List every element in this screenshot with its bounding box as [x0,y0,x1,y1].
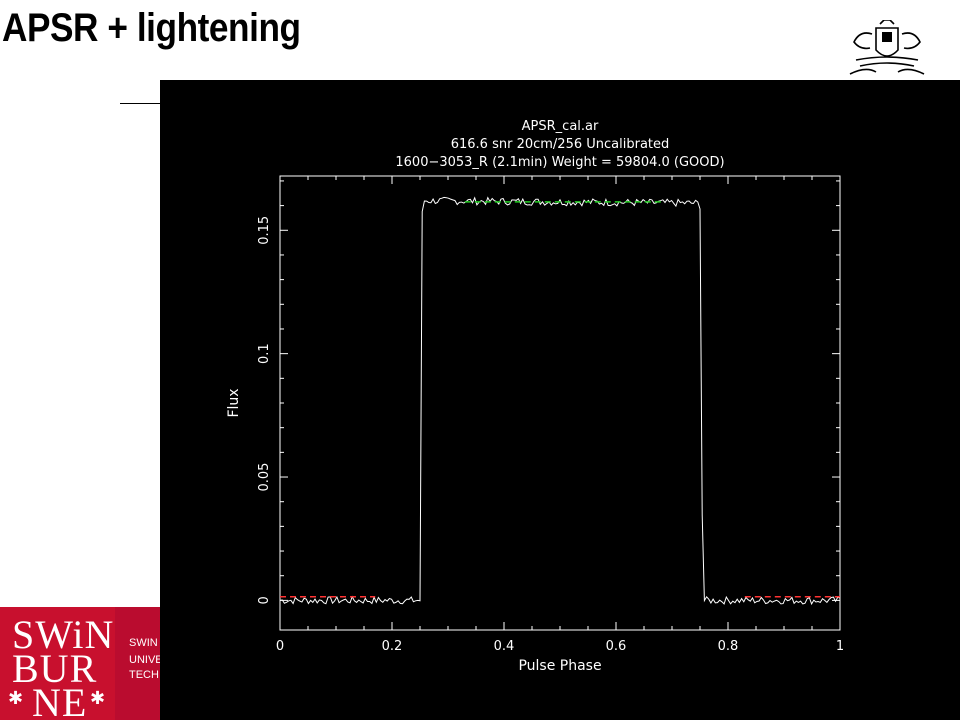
x-tick-label: 0.6 [606,639,627,654]
brand-strip-line-2: UNIVE [129,654,163,666]
brand-panel: SWiN BUR NE ✱ ✱ SWIN UNIVE TECH [0,607,163,725]
brand-strip-line-1: SWIN [129,637,158,649]
x-tick-label: 1 [836,639,844,654]
logo-line-1: SWiN [12,612,115,657]
x-axis-label: Pulse Phase [518,658,601,674]
logo-line-2: BUR [12,646,98,691]
y-axis-label: Flux [226,388,242,417]
logo-star-left-icon: ✱ [8,688,25,708]
x-tick-label: 0.8 [718,639,739,654]
plot-axes-frame [279,175,841,631]
pulse-profile-chart: APSR_cal.ar 616.6 snr 20cm/256 Uncalibrat… [226,119,844,674]
chart-title-line-2: 616.6 snr 20cm/256 Uncalibrated [451,137,670,152]
logo-star-right-icon: ✱ [90,688,107,708]
y-tick-label: 0 [257,596,272,604]
x-tick-label: 0 [276,639,284,654]
y-tick-label: 0.05 [257,463,272,492]
pulse-profile-plot: APSR_cal.ar 616.6 snr 20cm/256 Uncalibrat… [160,80,960,720]
swinburne-logo: SWiN BUR NE ✱ ✱ [0,607,115,725]
title-underline [120,103,162,104]
x-tick-label: 0.4 [494,639,515,654]
chart-title-line-3: 1600−3053_R (2.1min) Weight = 59804.0 (G… [395,155,724,170]
brand-strip-line-3: TECH [129,669,159,681]
slide-title: APSR + lightening [2,6,301,50]
x-tick-label: 0.2 [382,639,403,654]
logo-line-3: NE [32,680,88,725]
pulse-profile-line [279,196,841,606]
brand-strip: SWIN UNIVE TECH [115,607,163,720]
chart-title-line-1: APSR_cal.ar [522,119,599,134]
y-tick-label: 0.1 [257,343,272,364]
y-tick-label: 0.15 [257,216,272,245]
university-crest-icon [849,20,925,75]
